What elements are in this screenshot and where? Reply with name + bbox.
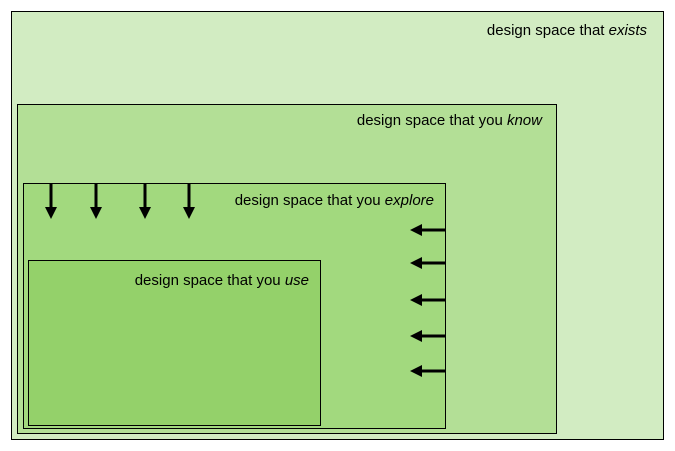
region-label-explore-emphasis: explore <box>384 192 434 209</box>
region-label-exists-emphasis: exists <box>608 22 647 39</box>
region-label-use-emphasis: use <box>284 272 309 289</box>
region-label-exists: design space that exists <box>487 23 647 38</box>
region-label-use: design space that you use <box>135 273 309 288</box>
region-label-know-prefix: design space that you <box>356 112 507 129</box>
region-label-know-emphasis: know <box>506 112 542 129</box>
region-label-use-prefix: design space that you <box>134 272 285 289</box>
region-use: design space that you use <box>28 260 321 426</box>
region-label-know: design space that you know <box>357 113 542 128</box>
region-label-explore: design space that you explore <box>235 193 434 208</box>
region-label-exists-prefix: design space that <box>486 22 609 39</box>
region-label-explore-prefix: design space that you <box>234 192 385 209</box>
